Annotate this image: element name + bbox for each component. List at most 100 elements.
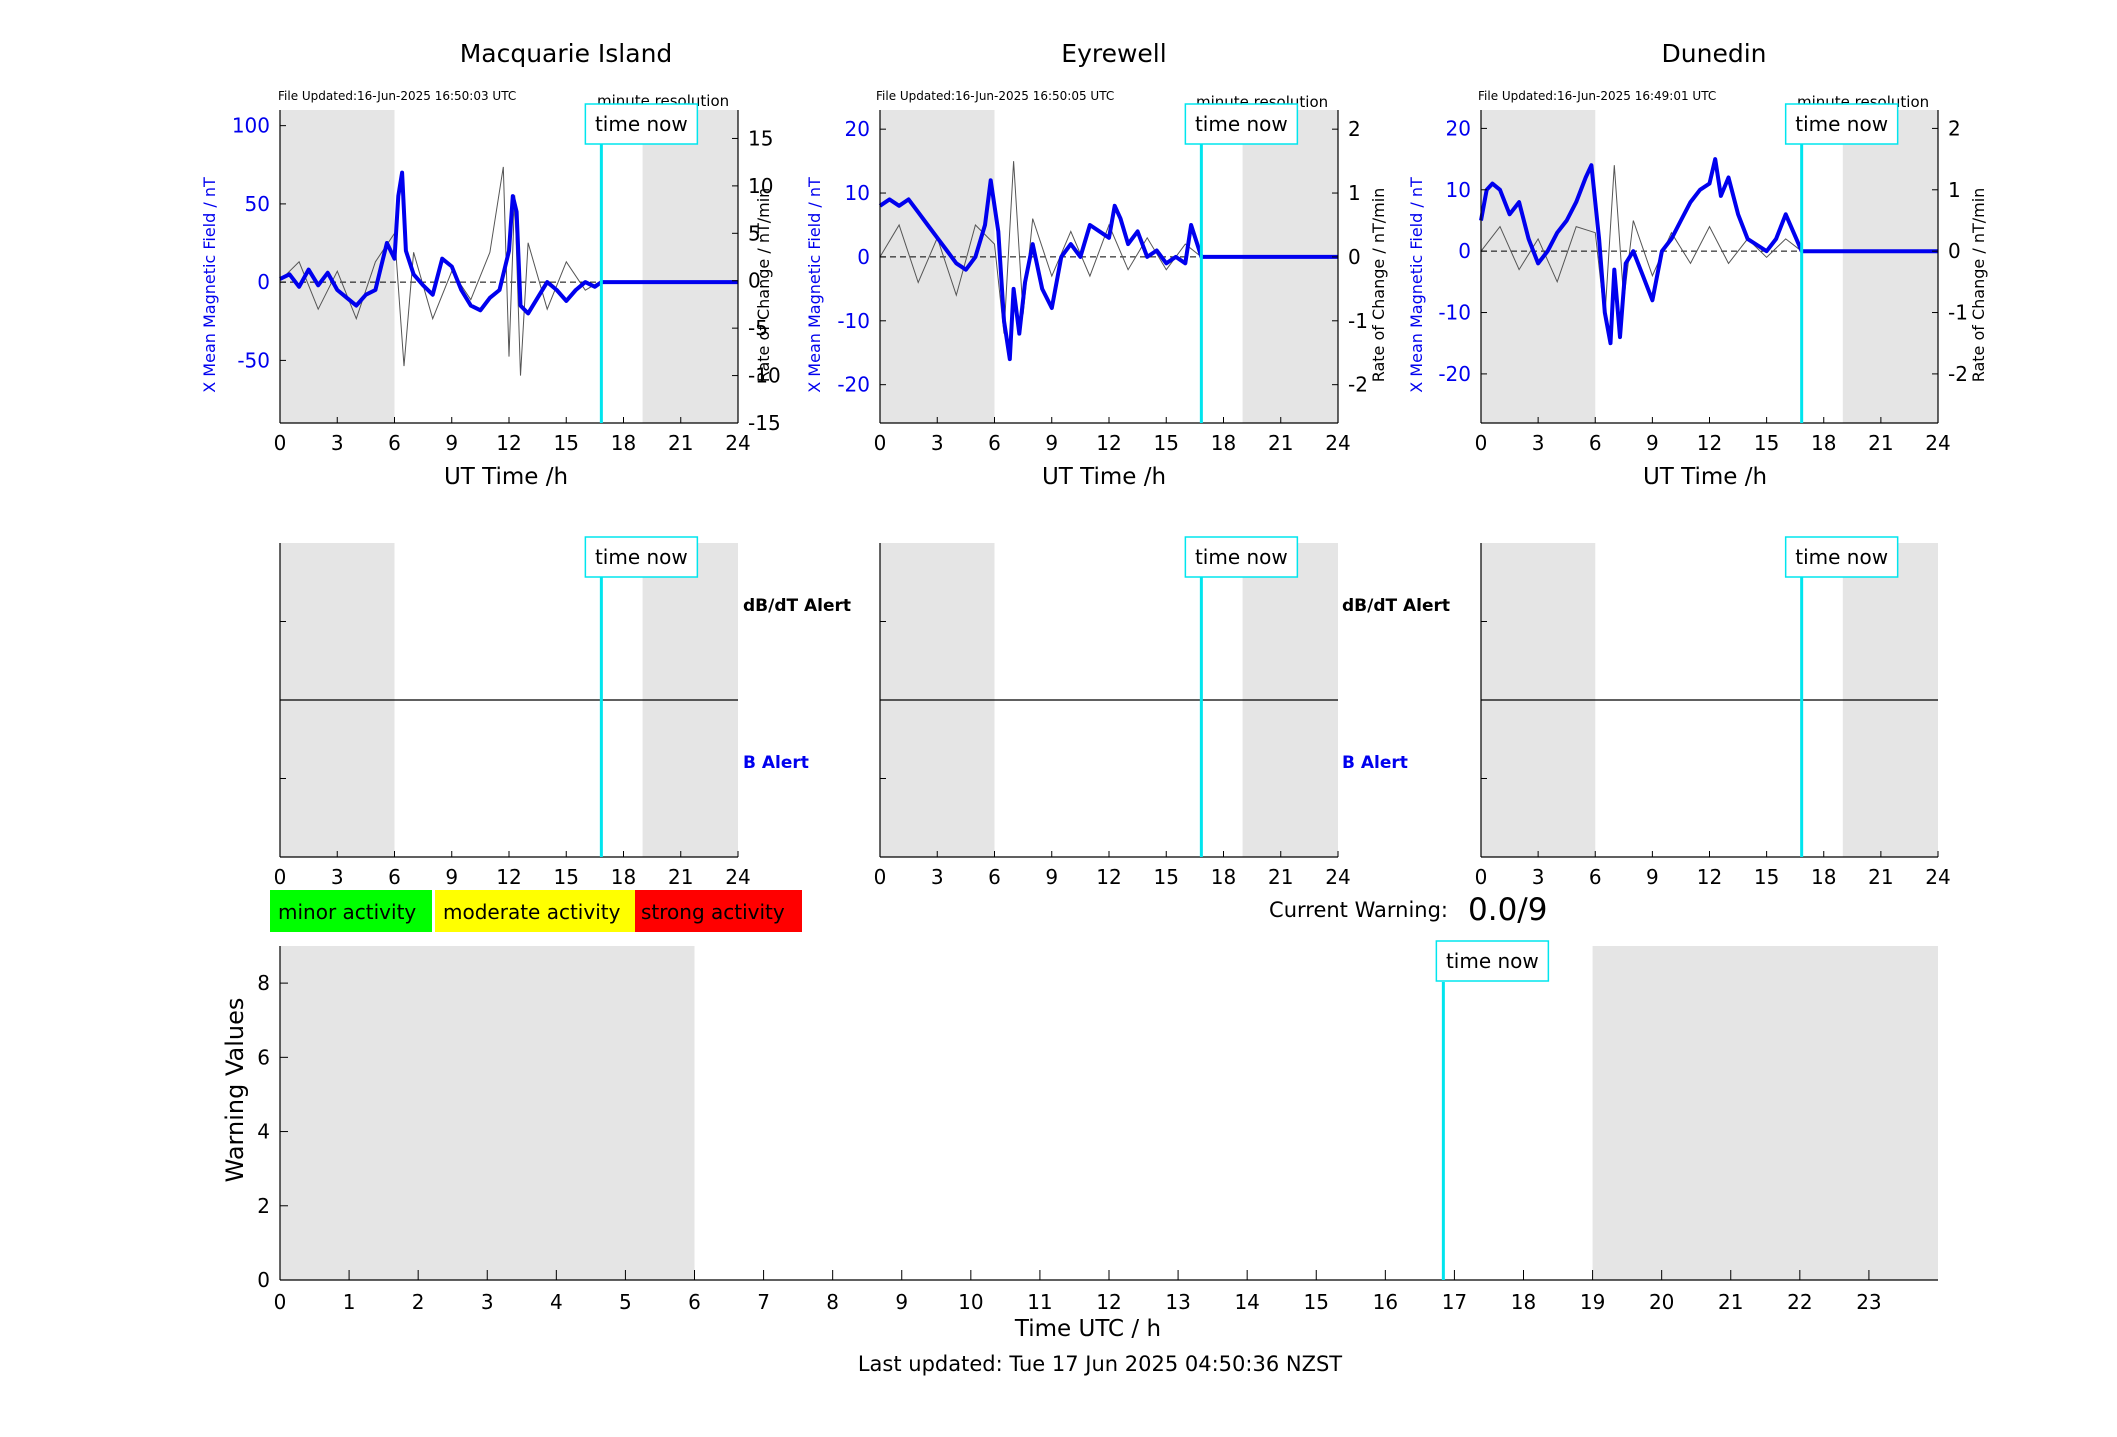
x-tick-label: 6 [988,431,1001,455]
alert-panel-dunedin: 0 3 6 9 12 15 18 21 24 time now [1475,536,1951,889]
y-tick-label-right: 1 [1948,178,1961,202]
warning-chart: 0 1 2 3 4 5 6 7 8 9 10 11 12 13 14 15 16 17 18 19 20 21 22 2302… [221,940,1938,1342]
x-tick-label: 0 [1475,431,1488,455]
y-tick-label-right: 2 [1348,117,1361,141]
warning-ylabel: Warning Values [221,998,249,1183]
x-tick-label: 9 [1646,431,1659,455]
current-warning: Current Warning: 0.0/9 [1269,892,1547,928]
x-tick-label: 0 [274,865,287,889]
y-tick-label: 6 [257,1045,270,1069]
y-tick-label-right: 0 [1948,239,1961,263]
ylabel-left: X Mean Magnetic Field / nT [1407,177,1426,393]
ylabel-right: Rate of Change / nT/min [754,188,773,383]
x-tick-label: 23 [1856,1290,1881,1314]
x-tick-label: 15 [1754,431,1779,455]
x-tick-label: 21 [668,431,693,455]
x-tick-label: 15 [1154,431,1179,455]
x-tick-label: 7 [757,1290,770,1314]
x-tick-label: 18 [1211,865,1236,889]
x-tick-label: 21 [668,865,693,889]
x-tick-label: 10 [958,1290,983,1314]
y-tick-label-left: 20 [845,117,870,141]
x-tick-label: 3 [1532,431,1545,455]
x-tick-label: 15 [1304,1290,1329,1314]
ylabel-right: Rate of Change / nT/min [1369,188,1388,383]
x-tick-label: 4 [550,1290,563,1314]
legend-moderate-swatch [435,890,635,932]
x-tick-label: 3 [931,865,944,889]
x-tick-label: 12 [1697,431,1722,455]
alert-panel-eyrewell: 0 3 6 9 12 15 18 21 24 time now dB/dT Alert B Ale… [874,536,1450,889]
y-tick-label-right: -2 [1948,362,1968,386]
ylabel-left: X Mean Magnetic Field / nT [805,177,824,393]
y-tick-label: 0 [257,1268,270,1292]
warning-xlabel: Time UTC / h [1014,1316,1161,1342]
alert-plot-area: 0 3 6 9 12 15 18 21 24 time now [874,536,1351,889]
legend-minor-swatch [270,890,432,932]
time-now-box [1184,536,1299,578]
y-tick-label: 4 [257,1120,270,1144]
legend-strong-label: strong activity [641,900,785,924]
alert-panel-macquarie: 0 3 6 9 12 15 18 21 24 time now dB/dT Alert B Ale… [274,536,851,889]
x-tick-label: 9 [1045,865,1058,889]
y-tick-label-right: -1 [1948,301,1968,325]
y-tick-label-left: 0 [857,245,870,269]
warning-plot-area: 0 1 2 3 4 5 6 7 8 9 10 11 12 13 14 15 16 17 18 19 20 21 22 2302… [257,940,1938,1314]
x-tick-label: 24 [725,431,750,455]
time-now-box [1435,940,1550,982]
y-tick-label: 2 [257,1194,270,1218]
plot-area: 0 3 6 9 12 15 18 21 24-50050100-15-10-5051015tim… [232,103,781,455]
x-tick-label: 3 [1532,865,1545,889]
x-tick-label: 6 [1589,865,1602,889]
x-tick-label: 21 [1718,1290,1743,1314]
y-tick-label-left: -20 [1438,362,1471,386]
x-tick-label: 14 [1234,1290,1259,1314]
x-tick-label: 16 [1373,1290,1398,1314]
x-tick-label: 15 [1754,865,1779,889]
legend-moderate-label: moderate activity [443,900,621,924]
y-tick-label-left: -10 [1438,301,1471,325]
y-tick-label-left: 10 [845,181,870,205]
x-tick-label: 18 [1211,431,1236,455]
x-tick-label: 9 [1045,431,1058,455]
x-tick-label: 6 [988,865,1001,889]
x-tick-label: 6 [1589,431,1602,455]
night-shading [280,946,695,1280]
y-tick-label-right: -10 [748,364,781,388]
x-tick-label: 18 [1811,431,1836,455]
xlabel: UT Time /h [1643,464,1767,490]
x-tick-label: 9 [895,1290,908,1314]
x-tick-label: 13 [1165,1290,1190,1314]
x-tick-label: 15 [554,865,579,889]
b-alert-label: B Alert [1342,753,1408,773]
y-tick-label-right: 2 [1948,116,1961,140]
time-now-label: time now [595,545,688,569]
panel-eyrewell: Eyrewell File Updated:16-Jun-2025 16:50:… [805,39,1388,490]
legend-minor-label: minor activity [278,900,416,924]
x-tick-label: 12 [1697,865,1722,889]
x-tick-label: 9 [445,865,458,889]
x-tick-label: 18 [611,865,636,889]
y-tick-label-left: 10 [1446,178,1471,202]
mean-field-line [279,170,738,316]
x-tick-label: 24 [1925,431,1950,455]
x-tick-label: 1 [343,1290,356,1314]
station-title: Eyrewell [1061,39,1166,68]
x-tick-label: 18 [1811,865,1836,889]
ylabel-left: X Mean Magnetic Field / nT [200,177,219,393]
x-tick-label: 0 [1475,865,1488,889]
x-tick-label: 6 [388,865,401,889]
last-updated: Last updated: Tue 17 Jun 2025 04:50:36 N… [858,1352,1342,1376]
x-tick-label: 15 [1154,865,1179,889]
y-tick-label-right: 5 [748,221,761,245]
y-tick-label-left: -50 [237,348,270,372]
y-tick-label-left: 20 [1446,116,1471,140]
file-updated: File Updated:16-Jun-2025 16:49:01 UTC [1478,89,1716,103]
y-tick-label: 8 [257,971,270,995]
time-now-label: time now [595,112,688,136]
x-tick-label: 12 [1096,431,1121,455]
time-now-box [584,536,699,578]
alert-plot-area: 0 3 6 9 12 15 18 21 24 time now [1475,536,1951,889]
